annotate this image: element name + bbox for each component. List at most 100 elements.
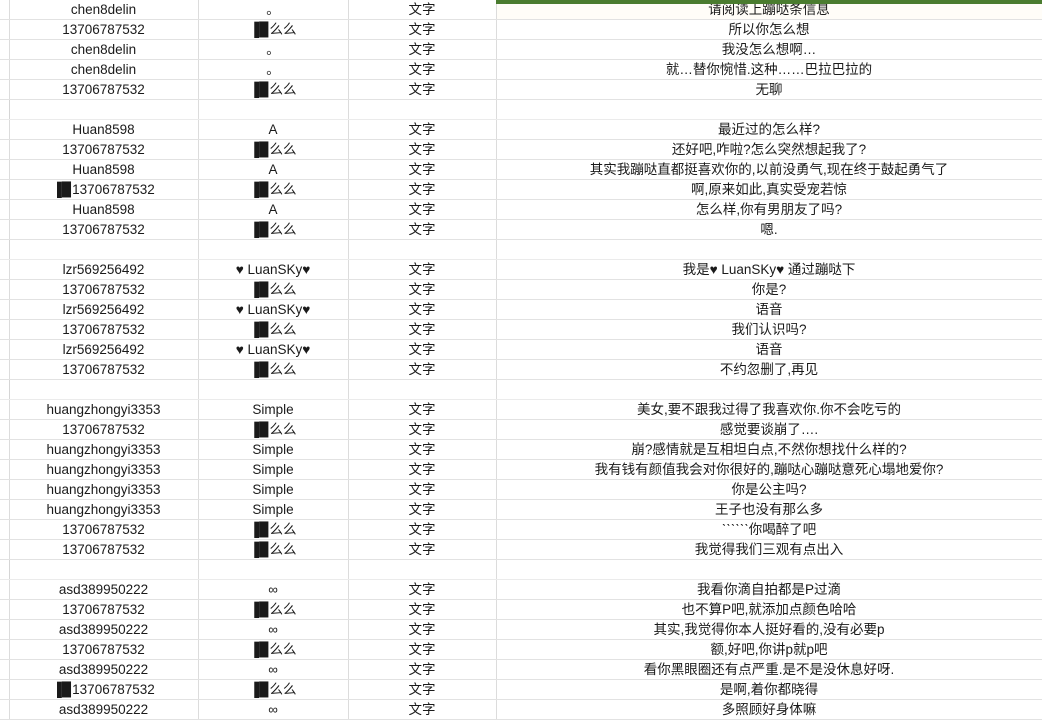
row-gutter-cell[interactable] bbox=[0, 179, 10, 200]
row-gutter-cell[interactable] bbox=[0, 19, 10, 40]
cell-account[interactable]: 13706787532 bbox=[9, 419, 199, 440]
cell-nickname[interactable]: 。 bbox=[198, 0, 349, 20]
cell-type[interactable]: 文字 bbox=[348, 619, 497, 640]
row-gutter-cell[interactable] bbox=[0, 299, 10, 320]
cell-message[interactable]: 王子也没有那么多 bbox=[496, 499, 1042, 520]
row-gutter-cell[interactable] bbox=[0, 319, 10, 340]
cell-message[interactable]: 多照顾好身体嘛 bbox=[496, 699, 1042, 720]
cell-type[interactable]: 文字 bbox=[348, 219, 497, 240]
cell-nickname[interactable]: Simple bbox=[198, 439, 349, 460]
empty-cell[interactable] bbox=[198, 239, 349, 260]
cell-message[interactable]: 其实,我觉得你本人挺好看的,没有必要p bbox=[496, 619, 1042, 640]
cell-account[interactable]: 13706787532 bbox=[9, 79, 199, 100]
cell-message[interactable]: ˋˋˋˋˋˋ你喝醉了吧 bbox=[496, 519, 1042, 540]
cell-account[interactable]: 13706787532 bbox=[9, 279, 199, 300]
empty-cell[interactable] bbox=[9, 99, 199, 120]
row-gutter-cell[interactable] bbox=[0, 539, 10, 560]
table-row[interactable]: 13706787532 ▐▉么么 文字 我们认识吗? bbox=[0, 319, 1042, 340]
row-gutter-cell[interactable] bbox=[0, 639, 10, 660]
cell-message[interactable]: 语音 bbox=[496, 299, 1042, 320]
cell-nickname[interactable]: ▐▉么么 bbox=[198, 419, 349, 440]
cell-type[interactable]: 文字 bbox=[348, 439, 497, 460]
table-row[interactable]: huangzhongyi3353 Simple 文字 我有钱有颜值我会对你很好的,蹦哒… bbox=[0, 459, 1042, 480]
row-gutter-cell[interactable] bbox=[0, 659, 10, 680]
row-gutter-cell[interactable] bbox=[0, 279, 10, 300]
cell-type[interactable]: 文字 bbox=[348, 39, 497, 60]
table-row[interactable]: 13706787532 ▐▉么么 文字 还好吧,咋啦?怎么突然想起我了? bbox=[0, 139, 1042, 160]
empty-cell[interactable] bbox=[198, 99, 349, 120]
cell-nickname[interactable]: ♥ LuanSKy♥ bbox=[198, 299, 349, 320]
cell-message[interactable]: 就…替你惋惜.这种……巴拉巴拉的 bbox=[496, 59, 1042, 80]
cell-message[interactable]: 我没怎么想啊… bbox=[496, 39, 1042, 60]
cell-nickname[interactable]: A bbox=[198, 119, 349, 140]
row-gutter-cell[interactable] bbox=[0, 59, 10, 80]
cell-message[interactable]: 我是♥ LuanSKy♥ 通过蹦哒下 bbox=[496, 259, 1042, 280]
cell-type[interactable]: 文字 bbox=[348, 199, 497, 220]
cell-type[interactable]: 文字 bbox=[348, 79, 497, 100]
cell-account[interactable]: huangzhongyi3353 bbox=[9, 439, 199, 460]
cell-message[interactable]: 我觉得我们三观有点出入 bbox=[496, 539, 1042, 560]
table-row[interactable]: huangzhongyi3353 Simple 文字 王子也没有那么多 bbox=[0, 499, 1042, 520]
cell-account[interactable]: ▐▉13706787532 bbox=[9, 679, 199, 700]
cell-type[interactable]: 文字 bbox=[348, 59, 497, 80]
table-row[interactable]: huangzhongyi3353 Simple 文字 美女,要不跟我过得了我喜欢你.你… bbox=[0, 399, 1042, 420]
cell-message[interactable]: 额,好吧,你讲p就p吧 bbox=[496, 639, 1042, 660]
cell-type[interactable]: 文字 bbox=[348, 599, 497, 620]
cell-nickname[interactable]: Simple bbox=[198, 499, 349, 520]
table-row[interactable]: asd389950222 ∞ 文字 其实,我觉得你本人挺好看的,没有必要p bbox=[0, 619, 1042, 640]
row-gutter-cell[interactable] bbox=[0, 499, 10, 520]
table-row[interactable]: lzr569256492 ♥ LuanSKy♥ 文字 我是♥ LuanSKy♥ 通过蹦… bbox=[0, 259, 1042, 280]
cell-account[interactable]: 13706787532 bbox=[9, 319, 199, 340]
cell-account[interactable]: huangzhongyi3353 bbox=[9, 479, 199, 500]
empty-cell[interactable] bbox=[348, 239, 497, 260]
cell-type[interactable]: 文字 bbox=[348, 519, 497, 540]
table-row[interactable]: 13706787532 ▐▉么么 文字 所以你怎么想 bbox=[0, 19, 1042, 40]
cell-message[interactable]: 我有钱有颜值我会对你很好的,蹦哒心蹦哒意死心塌地爱你? bbox=[496, 459, 1042, 480]
table-row[interactable]: asd389950222 ∞ 文字 看你黑眼圈还有点严重.是不是没休息好呀. bbox=[0, 659, 1042, 680]
cell-account[interactable]: ▐▉13706787532 bbox=[9, 179, 199, 200]
cell-account[interactable]: huangzhongyi3353 bbox=[9, 499, 199, 520]
cell-type[interactable]: 文字 bbox=[348, 399, 497, 420]
row-gutter-cell[interactable] bbox=[0, 619, 10, 640]
table-row[interactable]: huangzhongyi3353 Simple 文字 你是公主吗? bbox=[0, 479, 1042, 500]
cell-type[interactable]: 文字 bbox=[348, 359, 497, 380]
table-row[interactable]: 13706787532 ▐▉么么 文字 也不算P吧,就添加点颜色哈哈 bbox=[0, 599, 1042, 620]
row-gutter-cell[interactable] bbox=[0, 259, 10, 280]
cell-nickname[interactable]: ▐▉么么 bbox=[198, 359, 349, 380]
cell-account[interactable]: chen8delin bbox=[9, 59, 199, 80]
cell-account[interactable]: 13706787532 bbox=[9, 519, 199, 540]
cell-type[interactable]: 文字 bbox=[348, 679, 497, 700]
row-gutter-cell[interactable] bbox=[0, 159, 10, 180]
cell-account[interactable]: 13706787532 bbox=[9, 139, 199, 160]
cell-message[interactable]: 美女,要不跟我过得了我喜欢你.你不会吃亏的 bbox=[496, 399, 1042, 420]
empty-cell[interactable] bbox=[0, 559, 10, 580]
cell-message[interactable]: 所以你怎么想 bbox=[496, 19, 1042, 40]
cell-nickname[interactable]: ▐▉么么 bbox=[198, 639, 349, 660]
cell-message[interactable]: 还好吧,咋啦?怎么突然想起我了? bbox=[496, 139, 1042, 160]
cell-message[interactable]: 请阅读上蹦哒条信息 bbox=[496, 0, 1042, 20]
cell-account[interactable]: Huan8598 bbox=[9, 119, 199, 140]
empty-cell[interactable] bbox=[0, 99, 10, 120]
cell-nickname[interactable]: ▐▉么么 bbox=[198, 79, 349, 100]
cell-nickname[interactable]: 。 bbox=[198, 59, 349, 80]
empty-cell[interactable] bbox=[496, 379, 1042, 400]
cell-message[interactable]: 不约忽删了,再见 bbox=[496, 359, 1042, 380]
row-gutter-cell[interactable] bbox=[0, 219, 10, 240]
row-gutter-cell[interactable] bbox=[0, 139, 10, 160]
row-gutter-cell[interactable] bbox=[0, 79, 10, 100]
cell-type[interactable]: 文字 bbox=[348, 699, 497, 720]
cell-type[interactable]: 文字 bbox=[348, 279, 497, 300]
cell-message[interactable]: 无聊 bbox=[496, 79, 1042, 100]
cell-account[interactable]: huangzhongyi3353 bbox=[9, 399, 199, 420]
cell-account[interactable]: lzr569256492 bbox=[9, 339, 199, 360]
row-gutter-cell[interactable] bbox=[0, 39, 10, 60]
cell-nickname[interactable]: A bbox=[198, 199, 349, 220]
row-gutter-cell[interactable] bbox=[0, 359, 10, 380]
cell-type[interactable]: 文字 bbox=[348, 19, 497, 40]
row-gutter-cell[interactable] bbox=[0, 0, 10, 20]
table-row[interactable]: chen8delin。文字 请阅读上蹦哒条信息 bbox=[0, 0, 1042, 20]
cell-type[interactable]: 文字 bbox=[348, 459, 497, 480]
row-gutter-cell[interactable] bbox=[0, 679, 10, 700]
